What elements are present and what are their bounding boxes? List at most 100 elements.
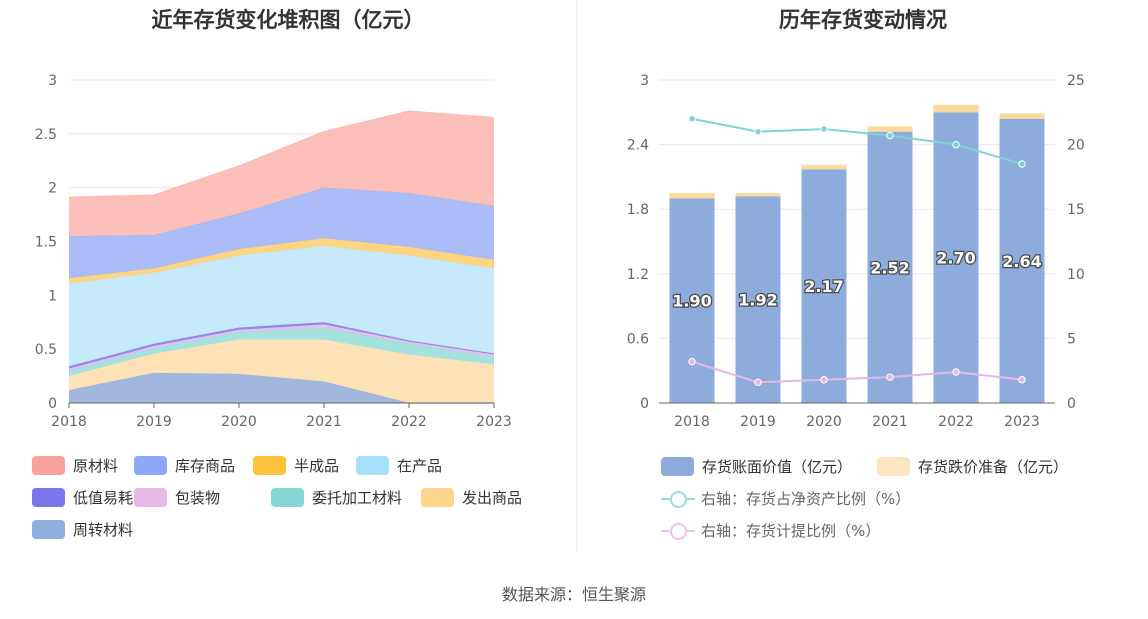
area-series-包装物 [69,324,494,371]
bar-provision [999,113,1045,119]
stacked-area-panel: 近年存货变化堆积图（亿元） 0 0.5 1 1.5 2 2.5 3 2018 2019 2020 2… [0,0,576,552]
legend-label: 存货账面价值（亿元） [702,457,853,476]
line-point [754,127,762,136]
x-tick-label: 2019 [740,414,776,430]
bar-data-label: 1.92 [738,291,777,310]
line-point [886,373,894,381]
bar-data-label: 2.64 [1002,252,1041,271]
stacked-area-legend: 原材料 库存商品 半成品 在产品低值易耗品 包装物 委托加工材料 发出商品周转材料 [0,0,576,552]
legend-swatch [661,489,695,508]
area-series-库存商品 [69,187,494,279]
inventory-change-legend: 存货账面价值（亿元） 存货跌价准备（亿元） 右轴：存货占净资产比例（%） 右轴：存货计… [577,0,1148,552]
legend-swatch [32,455,65,475]
legend-item[interactable]: 右轴：存货计提比例（%） [661,519,880,541]
bar-book-value [933,112,979,404]
legend-item[interactable]: 存货账面价值（亿元） [661,455,852,477]
line-point [688,357,696,366]
legend-item[interactable]: 库存商品 [134,454,235,476]
x-tick-label: 2022 [391,414,427,430]
legend-swatch [134,455,167,475]
y-tick-label: 2.5 [35,127,57,143]
line-series-右轴：存货占净资产比例（%） [691,117,1023,165]
legend-swatch [661,521,695,540]
legend-swatch [271,487,304,507]
x-tick-label: 2022 [938,414,974,430]
line-point [820,376,828,384]
y-right-tick-label: 20 [1067,138,1085,154]
legend-label: 委托加工材料 [312,488,403,507]
legend-label: 发出商品 [462,488,523,507]
y-tick-label: 3 [48,73,57,89]
legend-item[interactable]: 存货跌价准备（亿元） [877,455,1068,477]
bar-data-label: 2.17 [804,277,843,296]
legend-swatch [421,487,454,507]
y-right-tick-label: 5 [1067,331,1076,347]
legend-item[interactable]: 半成品 [253,454,339,476]
bar-provision [801,165,847,170]
data-source-note: 数据来源：恒生聚源 [501,585,646,604]
x-tick-label: 2023 [476,414,512,430]
legend-item[interactable]: 周转材料 [32,518,133,540]
bar-book-value [867,131,913,403]
legend-item[interactable]: 包装物 [134,486,220,508]
y-tick-label: 1.5 [35,235,57,251]
y-left-tick-label: 0 [640,396,649,412]
area-series-周转材料 [69,372,494,403]
legend-item[interactable]: 发出商品 [421,486,522,508]
y-left-tick-label: 2.4 [627,138,649,154]
legend-item[interactable]: 委托加工材料 [271,486,402,508]
legend-label: 库存商品 [175,456,236,475]
legend-item[interactable]: 右轴：存货占净资产比例（%） [661,487,910,509]
bar-data-label: 2.70 [936,249,975,268]
x-tick-label: 2018 [51,414,87,430]
stacked-area-title: 近年存货变化堆积图（亿元） [151,8,425,32]
line-point [1018,160,1026,168]
legend-label: 低值易耗品 [73,488,149,507]
bar-provision [669,193,715,199]
area-series-原材料 [69,111,494,237]
legend-label: 原材料 [73,456,119,475]
bar-data-label: 2.52 [870,258,909,277]
y-tick-label: 2 [48,181,57,197]
legend-item[interactable]: 低值易耗品 [32,486,148,508]
area-series-低值易耗品 [69,322,494,369]
x-tick-label: 2021 [306,414,342,430]
legend-item[interactable]: 在产品 [356,454,442,476]
x-tick-label: 2020 [221,414,257,430]
line-point [1018,376,1026,384]
bar-provision [735,193,781,197]
inventory-change-panel: 历年存货变动情况 0 0.6 1.2 1.8 2.4 3 0 5 10 15 20 25 1.90 1.9… [576,0,1148,552]
y-left-tick-label: 3 [640,73,649,89]
bar-book-value [669,198,715,403]
bar-provision [933,104,979,113]
y-left-tick-label: 1.2 [627,267,649,283]
legend-label: 半成品 [294,456,340,475]
line-point [754,378,762,387]
x-tick-label: 2023 [1004,414,1040,430]
legend-label: 右轴：存货占净资产比例（%） [701,489,911,508]
y-left-tick-label: 0.6 [627,331,649,347]
y-tick-label: 0 [48,396,57,412]
area-series-在产品 [69,245,494,367]
area-edge-库存商品 [68,186,495,237]
legend-swatch [356,455,389,475]
legend-swatch [32,487,65,507]
line-point [952,368,960,376]
line-series-右轴：存货计提比例（%） [691,360,1023,384]
legend-label: 周转材料 [73,520,134,539]
inventory-change-title: 历年存货变动情况 [779,8,947,32]
area-series-半成品 [69,238,494,284]
legend-swatch [253,455,286,475]
line-point [952,140,960,149]
legend-label: 存货跌价准备（亿元） [918,457,1069,476]
bar-provision [867,126,913,132]
legend-swatch [877,456,910,476]
x-tick-label: 2021 [872,414,908,430]
legend-item[interactable]: 原材料 [32,454,118,476]
stacked-area-chart: 0 0.5 1 1.5 2 2.5 3 2018 2019 2020 2021 2022 2023 [35,73,512,430]
bar-book-value [801,169,847,403]
bar-data-label: 1.90 [672,292,711,311]
line-point [688,115,696,123]
x-tick-label: 2019 [136,414,172,430]
legend-label: 右轴：存货计提比例（%） [701,521,881,540]
